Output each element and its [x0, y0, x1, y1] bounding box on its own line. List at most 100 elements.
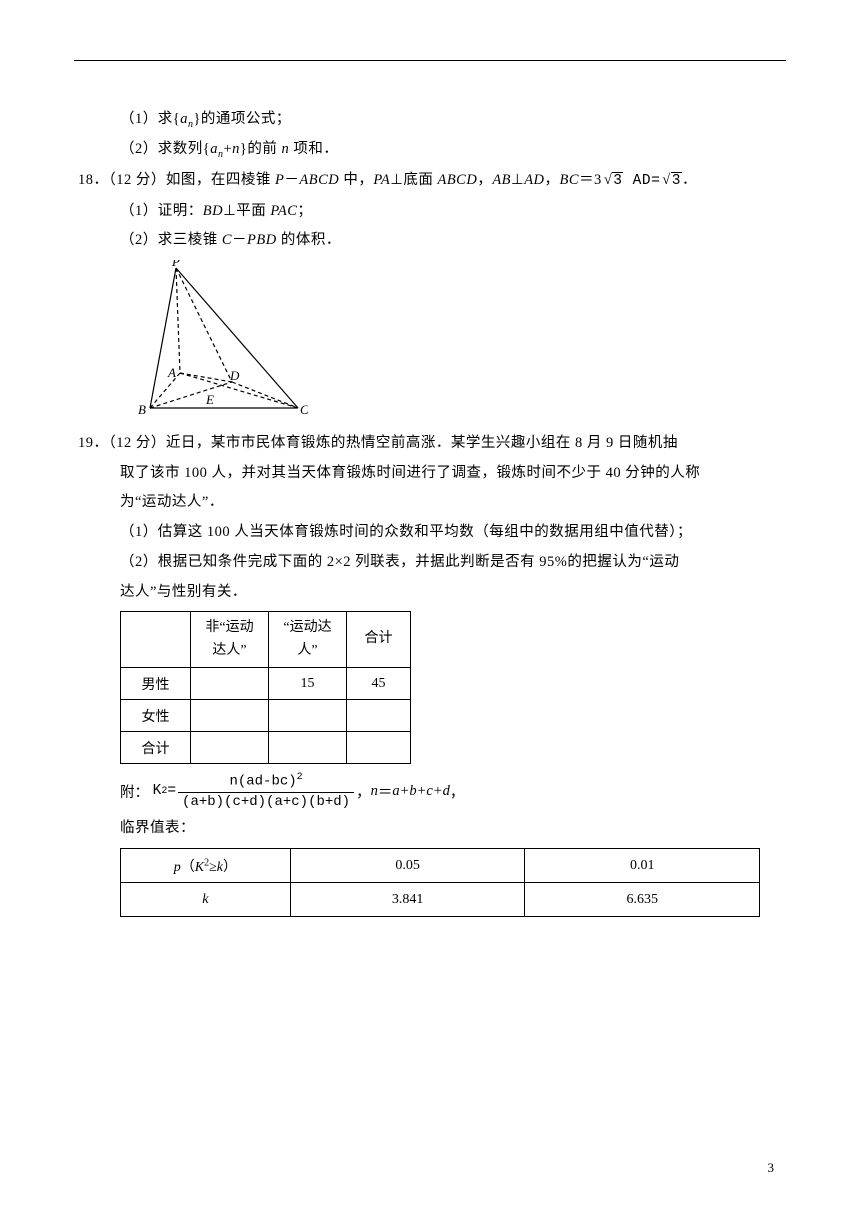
q19-p2b: 达人”与性别有关．: [120, 584, 247, 600]
q18-p1c: ；: [297, 203, 312, 219]
q17-p1-seq: a: [180, 111, 188, 127]
label-P: P: [171, 260, 180, 269]
q19-s1: 近日，某市市民体育锻炼的热情空前高涨．某学生兴趣小组在 8 月 9 日随机抽: [166, 435, 678, 451]
frac-num-sup: 2: [297, 772, 303, 783]
q18-sa: 如图，在四棱锥: [166, 172, 275, 188]
q17-p2-end: 项和．: [289, 141, 338, 157]
q18-p1b: ⊥平面: [223, 203, 270, 219]
label-D: D: [229, 368, 240, 383]
cv-hd: ≥: [209, 860, 217, 875]
ct-r1c3: [347, 700, 411, 732]
critical-value-table: p（K2≥k） 0.05 0.01 k 3.841 6.635: [120, 848, 760, 917]
q18-p1a: （1）证明：: [120, 203, 203, 219]
q18-sd: ⊥底面: [390, 172, 437, 188]
k2-sym: K: [153, 783, 162, 799]
q18-ABCD2: ABCD: [437, 172, 477, 188]
ct-h1b: 达人”: [212, 643, 246, 658]
q18-sg: ，: [545, 172, 560, 188]
q17-p2-mid: +: [223, 141, 232, 157]
q18-p2a: （2）求三棱锥: [120, 232, 222, 248]
cv-r0k: k: [202, 892, 208, 907]
table-row: 女性: [121, 700, 411, 732]
k2-formula: 附： K2= n(ad-bc)2 (a+b)(c+d)(a+c)(b+d) ， …: [78, 772, 782, 810]
q19-stem-l1: 19．（12 分）近日，某市市民体育锻炼的热情空前高涨．某学生兴趣小组在 8 月…: [78, 429, 782, 459]
q18-PAC: PAC: [270, 203, 297, 219]
ct-r0c2: 15: [269, 668, 347, 700]
q18-PA: PA: [373, 172, 390, 188]
formula-n: n: [371, 783, 378, 800]
ct-h2: “运动达 人”: [269, 612, 347, 668]
q19-s2: 取了该市 100 人，并对其当天体育锻炼时间进行了调查，锻炼时间不少于 40 分…: [120, 465, 700, 481]
q18-sqrt1: 3: [612, 172, 623, 189]
cv-hc: K: [195, 860, 204, 875]
ct-r2c3: [347, 732, 411, 764]
q18-part2: （2）求三棱锥 C－PBD 的体积．: [78, 226, 782, 256]
q18-PBD: PBD: [247, 232, 277, 248]
q18-BD: BD: [203, 203, 223, 219]
q18-sh: ＝3: [579, 172, 602, 188]
formula-rhs: a+b+c+d: [392, 783, 450, 800]
critval-label: 临界值表：: [78, 814, 782, 844]
q19-points: （12 分）: [109, 435, 166, 451]
formula-tc: ，: [450, 781, 465, 802]
table-row: k 3.841 6.635: [121, 883, 760, 917]
q18-sqrt2: 3: [671, 172, 682, 189]
ct-r1c2: [269, 700, 347, 732]
q18-ABCD: ABCD: [299, 172, 339, 188]
ct-h3: 合计: [347, 612, 411, 668]
formula-tb: ＝: [378, 781, 393, 802]
sqrt-icon-2: 3: [660, 166, 682, 197]
q17-part2: （2）求数列{an+n}的前 n 项和．: [78, 135, 782, 165]
table-row: 非“运动 达人” “运动达 人” 合计: [121, 612, 411, 668]
page-root: （1）求{an}的通项公式； （2）求数列{an+n}的前 n 项和． 18．（…: [0, 0, 860, 957]
label-B: B: [138, 402, 146, 417]
q19-stem-l3: 为“运动达人”．: [78, 488, 782, 518]
fraction-icon: n(ad-bc)2 (a+b)(c+d)(a+c)(b+d): [178, 772, 354, 810]
top-rule: [74, 60, 786, 61]
ct-r2c2: [269, 732, 347, 764]
q18-AD: AD: [524, 172, 544, 188]
cv-r2: 6.635: [525, 883, 760, 917]
q19-s3: 为“运动达人”．: [120, 494, 224, 510]
frac-den: (a+b)(c+d)(a+c)(b+d): [178, 793, 354, 810]
cv-h2: 0.01: [525, 849, 760, 883]
sqrt-icon: 3: [602, 166, 624, 197]
ct-r1c1: [191, 700, 269, 732]
ct-h2a: “运动达: [283, 620, 331, 635]
q19-part2b: 达人”与性别有关．: [78, 578, 782, 608]
q19-stem-l2: 取了该市 100 人，并对其当天体育锻炼时间进行了调查，锻炼时间不少于 40 分…: [78, 459, 782, 489]
q18-sc: 中，: [339, 172, 373, 188]
contingency-table: 非“运动 达人” “运动达 人” 合计 男性 15 45 女性 合计: [120, 611, 411, 764]
formula-label: 附：: [120, 781, 149, 802]
q18-ad-mono: AD=: [623, 173, 660, 189]
q18-C: C: [222, 232, 232, 248]
q18-end: ．: [682, 172, 697, 188]
q17-p2-seq: a: [210, 141, 218, 157]
q18-p2c: 的体积．: [277, 232, 341, 248]
q17-p2-var: n: [232, 141, 240, 157]
frac-num: n(ad-bc)2: [178, 772, 354, 793]
q19-p2a: （2）根据已知条件完成下面的 2×2 列联表，并据此判断是否有 95%的把握认为…: [120, 554, 679, 570]
cv-h1: 0.05: [290, 849, 525, 883]
ct-r1c0: 女性: [121, 700, 191, 732]
cv-r1: 3.841: [290, 883, 525, 917]
q18-BC: BC: [560, 172, 580, 188]
q18-points: （12 分）: [109, 172, 166, 188]
q19-p1: （1）估算这 100 人当天体育锻炼时间的众数和平均数（每组中的数据用组中值代替…: [120, 524, 692, 540]
q18-se: ，: [477, 172, 492, 188]
cv-h0: p（K2≥k）: [121, 849, 291, 883]
ct-h0: [121, 612, 191, 668]
table-row: 男性 15 45: [121, 668, 411, 700]
q18-AB: AB: [492, 172, 511, 188]
q18-p2b: －: [232, 232, 247, 248]
q19-part1: （1）估算这 100 人当天体育锻炼时间的众数和平均数（每组中的数据用组中值代替…: [78, 518, 782, 548]
q18-sb: －: [284, 172, 299, 188]
table-row: 合计: [121, 732, 411, 764]
q17-p1-suffix: }的通项公式；: [193, 111, 290, 127]
formula-ta: ，: [356, 781, 371, 802]
q17-p1-prefix: （1）求{: [120, 111, 180, 127]
pyramid-figure-icon: P A B C D E: [138, 260, 308, 418]
q19-part2a: （2）根据已知条件完成下面的 2×2 列联表，并据此判断是否有 95%的把握认为…: [78, 548, 782, 578]
table-row: p（K2≥k） 0.05 0.01: [121, 849, 760, 883]
ct-r2c0: 合计: [121, 732, 191, 764]
